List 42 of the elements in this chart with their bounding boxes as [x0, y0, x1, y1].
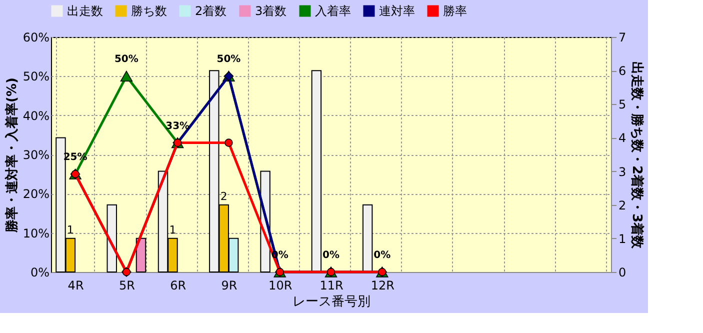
data-label: 1	[169, 223, 176, 236]
x-tick-label: 4R	[68, 278, 84, 292]
data-label: 50%	[216, 54, 241, 66]
data-label: 50%	[114, 54, 138, 66]
data-label: 0%	[322, 250, 340, 261]
data-label: 2	[220, 190, 228, 203]
y2-tick-label: 5	[618, 98, 626, 112]
y2-tick-label: 6	[618, 64, 626, 78]
x-tick-label: 12R	[370, 278, 394, 292]
y2-tick-label: 2	[618, 198, 626, 212]
legend-label: 勝率	[443, 4, 467, 18]
y-tick-label: 30%	[22, 148, 50, 162]
point	[120, 70, 133, 82]
y-tick-label: 50%	[22, 70, 50, 84]
x-tick-label: 10R	[268, 278, 292, 292]
x-tick-label: 6R	[170, 278, 186, 292]
legend-label: 2着数	[195, 4, 227, 18]
y2-axis-title: 出走数・勝ち数・2着数・3着数	[629, 61, 646, 250]
legend-label: 3着数	[255, 4, 287, 18]
y2-tick-label: 4	[618, 131, 626, 146]
legend-label: 入着率	[315, 4, 351, 18]
legend-label: 出走数	[67, 4, 103, 18]
data-label: 33%	[166, 120, 190, 132]
y2-tick-label: 3	[618, 164, 626, 179]
data-label: 1	[66, 223, 74, 236]
legend-label: 連対率	[379, 4, 415, 18]
x-tick-label: 5R	[118, 278, 135, 292]
y2-tick-label: 7	[618, 30, 626, 44]
y2-tick-label: 0	[618, 266, 626, 280]
x-tick-label: 11R	[320, 278, 344, 292]
y-tick-label: 0%	[30, 266, 50, 280]
y-tick-label: 10%	[22, 226, 50, 240]
y-tick-label: 60%	[22, 30, 50, 44]
legend-label: 勝ち数	[131, 4, 167, 18]
x-tick-label: 9R	[221, 278, 238, 292]
y-tick-label: 40%	[22, 108, 50, 123]
x-axis-title: レース番号別	[292, 294, 370, 310]
y-tick-label: 20%	[22, 187, 50, 202]
y2-tick-label: 1	[618, 232, 626, 246]
point	[224, 138, 233, 147]
data-label: 0%	[374, 250, 391, 261]
y-axis-title: 勝率・連対率・入着率(%)	[4, 78, 20, 234]
